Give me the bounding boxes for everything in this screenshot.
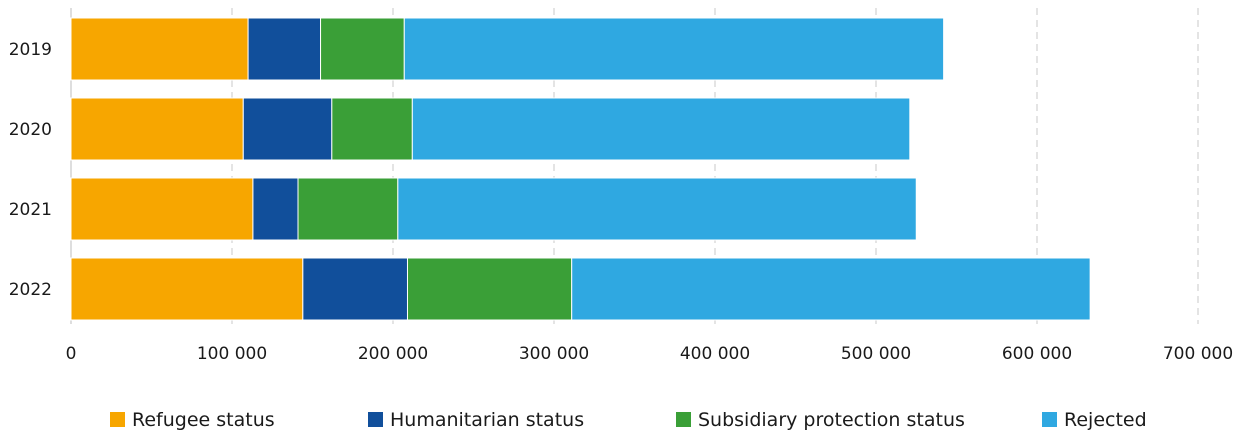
legend-swatch bbox=[676, 412, 691, 427]
x-tick-label: 100 000 bbox=[197, 344, 267, 364]
legend-swatch bbox=[1042, 412, 1057, 427]
legend-item: Humanitarian status bbox=[368, 409, 584, 430]
x-tick-label: 700 000 bbox=[1163, 344, 1233, 364]
legend-label: Subsidiary protection status bbox=[698, 409, 965, 430]
x-tick-label: 400 000 bbox=[680, 344, 750, 364]
bar-segment bbox=[320, 17, 405, 81]
legend-label: Rejected bbox=[1064, 409, 1147, 430]
y-axis-labels: 2019 2020 2021 2022 bbox=[9, 40, 52, 300]
bar-segment bbox=[403, 17, 945, 81]
bar-segment bbox=[397, 177, 917, 241]
bar-segment bbox=[297, 177, 399, 241]
x-tick-label: 500 000 bbox=[841, 344, 911, 364]
bar-segment bbox=[70, 97, 244, 161]
bar-segment bbox=[70, 177, 254, 241]
bar-segment bbox=[70, 257, 304, 321]
y-tick-label: 2020 bbox=[9, 120, 52, 140]
legend-swatch bbox=[368, 412, 383, 427]
bar-segment bbox=[70, 17, 249, 81]
x-tick-label: 200 000 bbox=[358, 344, 428, 364]
bar-segment bbox=[571, 257, 1091, 321]
legend-label: Refugee status bbox=[132, 409, 275, 430]
bar-segment bbox=[252, 177, 299, 241]
legend-item: Rejected bbox=[1042, 409, 1147, 430]
legend-label: Humanitarian status bbox=[390, 409, 584, 430]
bars bbox=[70, 17, 1091, 321]
x-axis-tick-labels: 0 100 000 200 000 300 000 400 000 500 000 600 … bbox=[66, 344, 1234, 364]
bar-segment bbox=[406, 257, 573, 321]
x-tick-label: 0 bbox=[66, 344, 77, 364]
x-tick-label: 600 000 bbox=[1002, 344, 1072, 364]
bar-segment bbox=[331, 97, 413, 161]
y-tick-label: 2021 bbox=[9, 200, 52, 220]
bar-segment bbox=[302, 257, 408, 321]
bar-segment bbox=[247, 17, 322, 81]
bar-segment bbox=[411, 97, 911, 161]
legend-item: Subsidiary protection status bbox=[676, 409, 965, 430]
legend: Refugee status Humanitarian status Subsidi… bbox=[110, 409, 1147, 430]
bar-segment bbox=[242, 97, 333, 161]
legend-item: Refugee status bbox=[110, 409, 275, 430]
y-tick-label: 2019 bbox=[9, 40, 52, 60]
legend-swatch bbox=[110, 412, 125, 427]
x-tick-label: 300 000 bbox=[519, 344, 589, 364]
y-tick-label: 2022 bbox=[9, 280, 52, 300]
